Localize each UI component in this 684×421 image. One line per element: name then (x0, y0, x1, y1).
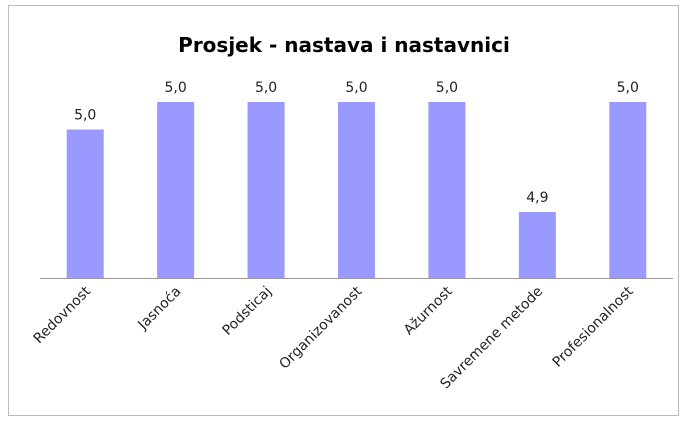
bar (518, 212, 556, 278)
data-label: 5,0 (165, 80, 187, 96)
data-label: 4,9 (526, 190, 548, 206)
bar (66, 129, 104, 278)
data-label: 5,0 (255, 80, 277, 96)
bar (157, 102, 195, 278)
bar (338, 102, 375, 278)
data-label: 5,0 (74, 108, 96, 124)
bar (609, 102, 647, 278)
data-label: 5,0 (436, 80, 458, 96)
data-label: 5,0 (617, 80, 639, 96)
bar (428, 102, 466, 278)
data-label: 5,0 (345, 80, 367, 96)
chart-title: Prosjek - nastava i nastavnici (178, 33, 510, 57)
bar (247, 102, 285, 278)
